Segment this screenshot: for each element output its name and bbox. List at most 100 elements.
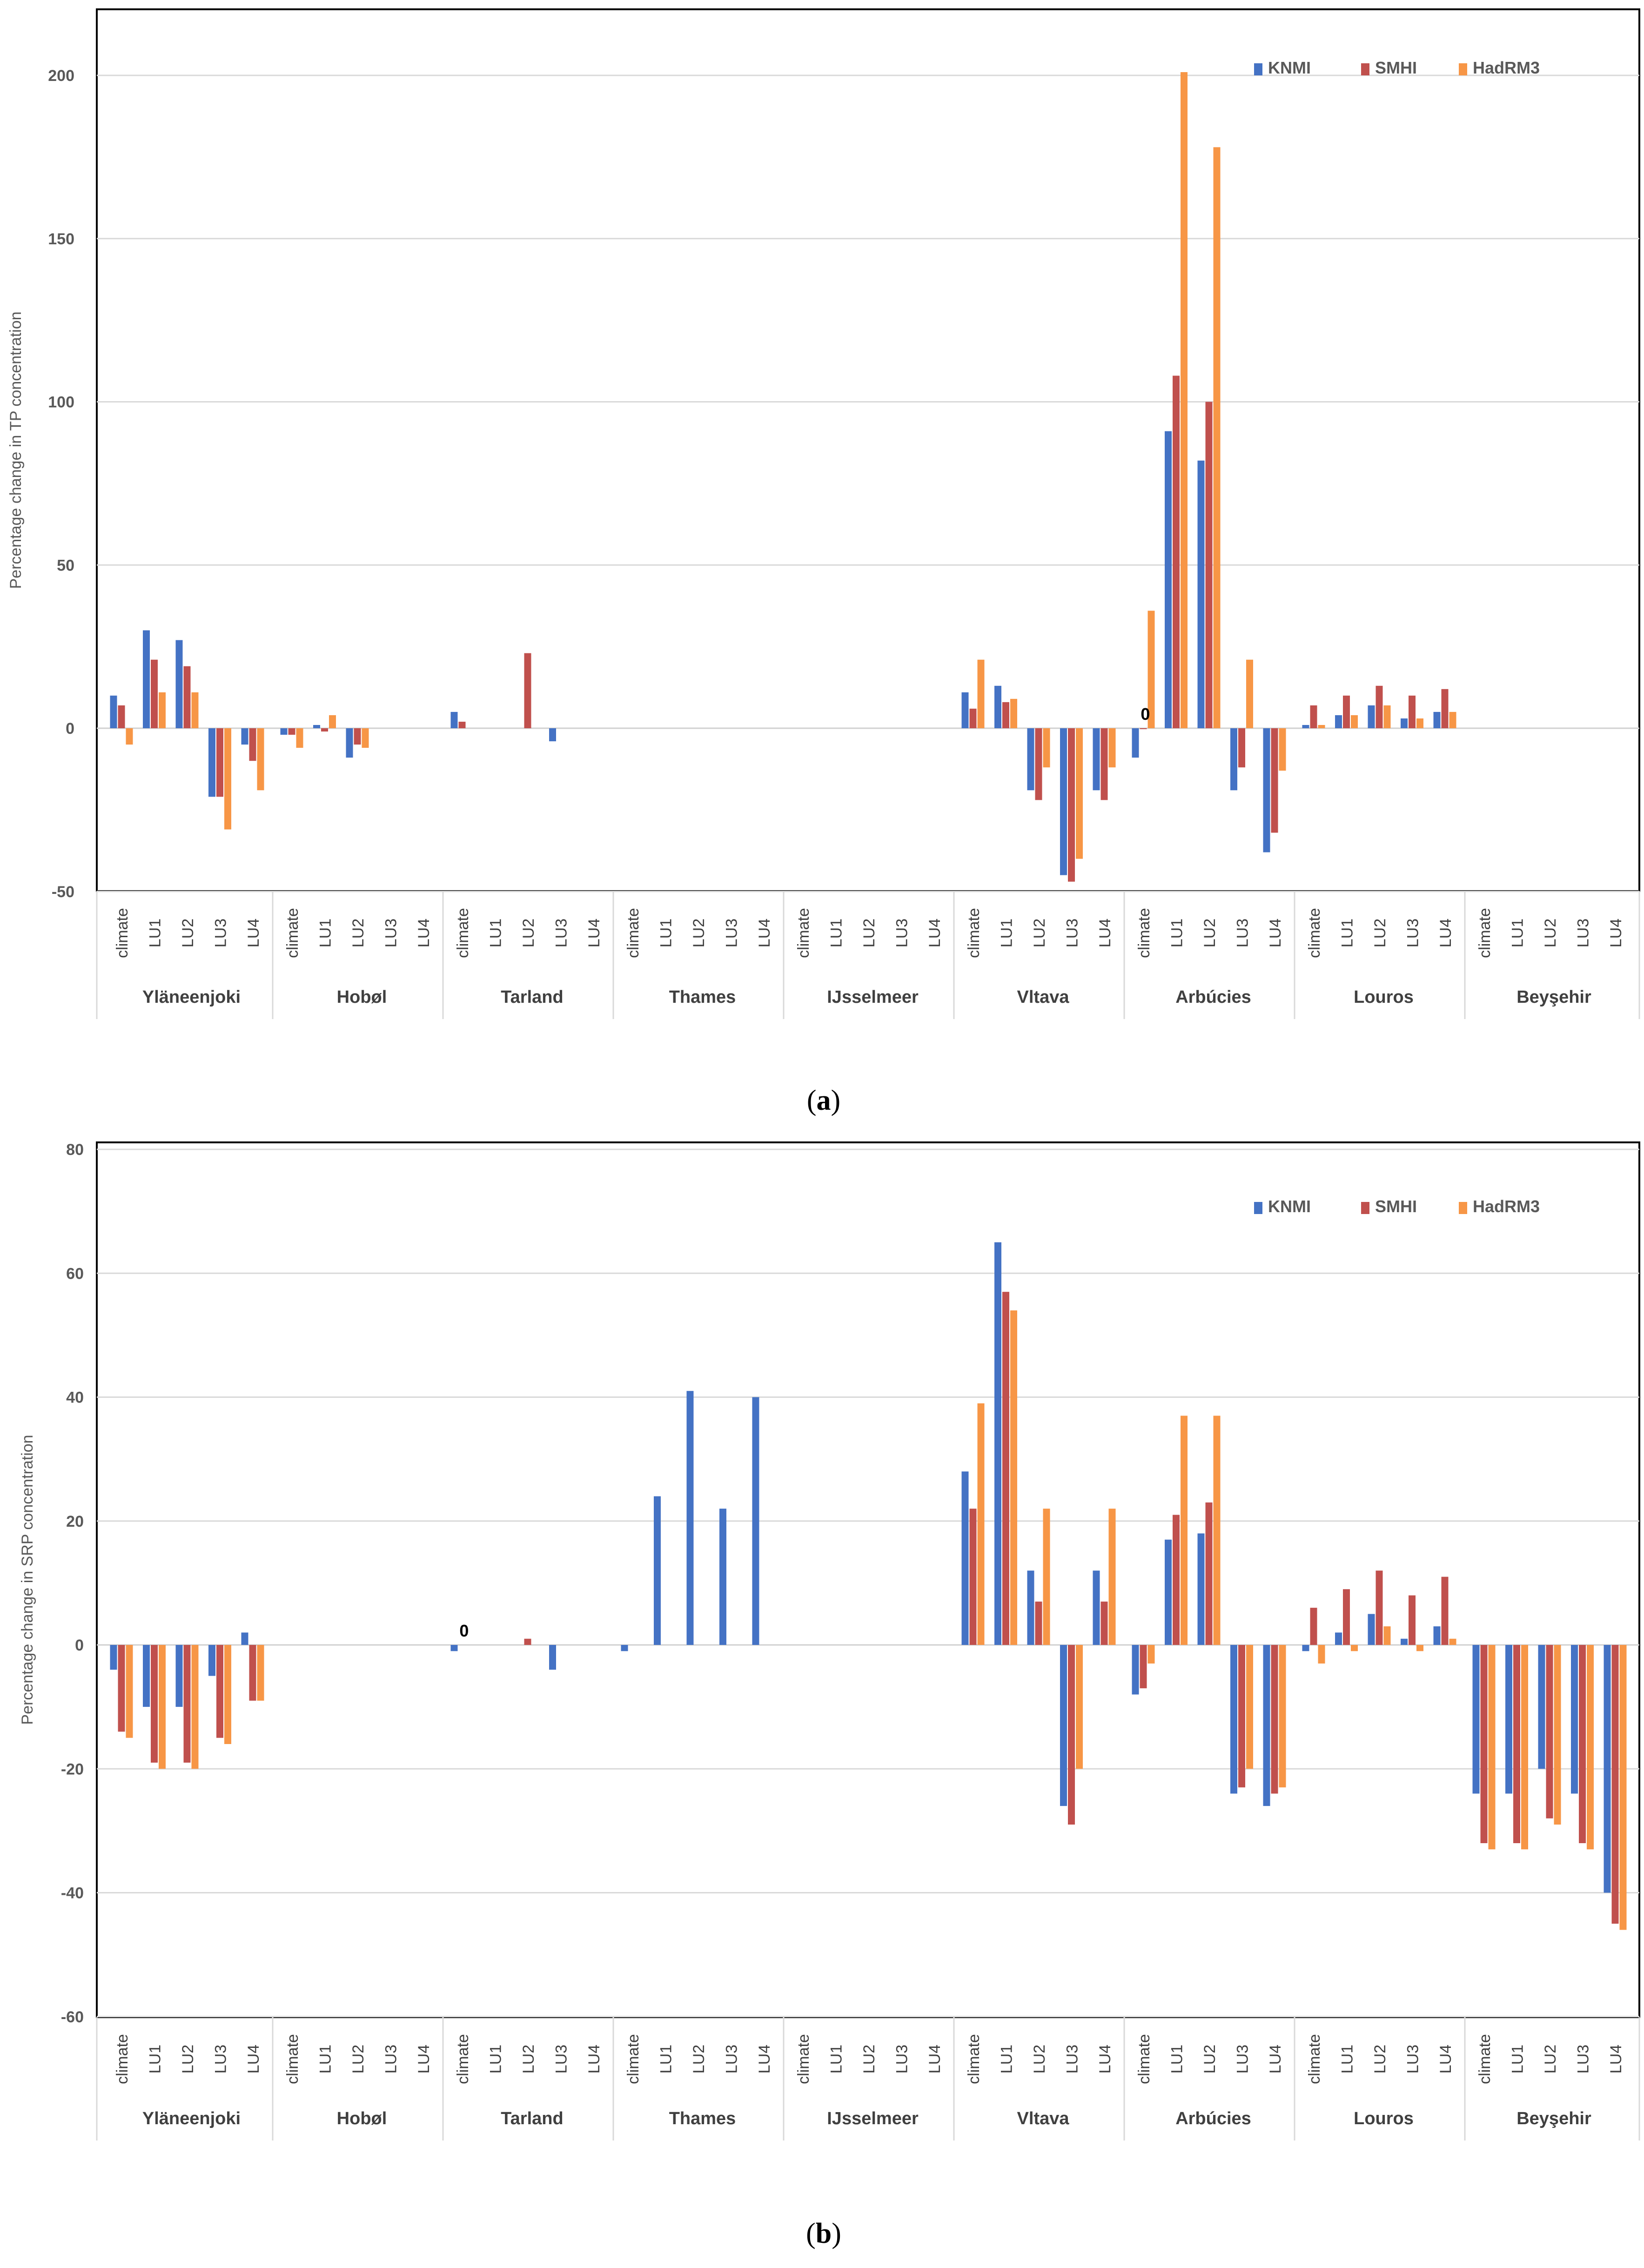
x-tick-label: LU2 xyxy=(1371,2045,1389,2073)
x-tick-label: LU2 xyxy=(520,2045,537,2073)
bar-hadrm3-ylaneenjoki-lu4 xyxy=(257,728,264,791)
bar-knmi-ylaneenjoki-lu1 xyxy=(143,1645,150,1707)
bar-smhi-tarland-lu2 xyxy=(524,1638,531,1645)
bar-smhi-louros-lu4 xyxy=(1441,689,1449,728)
x-tick-label: LU4 xyxy=(415,2045,433,2073)
x-tick-label: climate xyxy=(795,2034,812,2084)
bar-smhi-ylaneenjoki-lu4 xyxy=(249,728,256,761)
x-tick-label: LU3 xyxy=(212,2045,230,2073)
bar-smhi-louros-climate xyxy=(1310,705,1317,728)
caption-open-paren: ( xyxy=(807,1085,817,1116)
x-tick-label: LU2 xyxy=(1201,2045,1219,2073)
bar-knmi-tarland-lu3 xyxy=(549,728,556,742)
x-tick-label: LU1 xyxy=(487,2045,505,2073)
y-tick-label: 0 xyxy=(75,1637,84,1654)
bar-knmi-arbucies-lu1 xyxy=(1165,1539,1172,1645)
bar-smhi-vltava-lu3 xyxy=(1068,1645,1075,1825)
bar-smhi-beysehir-lu2 xyxy=(1546,1645,1553,1818)
x-tick-label: LU2 xyxy=(1542,919,1559,947)
zero-annotation: 0 xyxy=(459,1621,469,1640)
bar-smhi-arbucies-climate xyxy=(1140,728,1147,729)
bar-smhi-ylaneenjoki-lu2 xyxy=(183,1645,191,1763)
bar-smhi-beysehir-lu3 xyxy=(1579,1645,1586,1843)
x-tick-label: climate xyxy=(1476,2034,1494,2084)
bar-hadrm3-hob-l-lu1 xyxy=(329,715,336,728)
bar-knmi-hob-l-lu2 xyxy=(346,728,353,758)
site-label: Thames xyxy=(669,987,736,1007)
bar-smhi-vltava-climate xyxy=(969,1509,977,1645)
x-tick-label: climate xyxy=(1135,2034,1153,2084)
bar-knmi-beysehir-lu1 xyxy=(1505,1645,1512,1794)
bar-hadrm3-hob-l-climate xyxy=(296,728,303,748)
bar-knmi-arbucies-lu4 xyxy=(1263,1645,1270,1806)
bar-knmi-louros-lu3 xyxy=(1401,718,1408,728)
bar-smhi-vltava-lu2 xyxy=(1035,728,1042,800)
bar-knmi-louros-climate xyxy=(1302,725,1309,728)
bar-knmi-beysehir-lu2 xyxy=(1538,1645,1545,1769)
bar-smhi-tarland-climate xyxy=(458,721,466,728)
legend-swatch-smhi xyxy=(1361,63,1369,75)
bar-knmi-louros-lu1 xyxy=(1335,1632,1342,1645)
legend: KNMI SMHI HadRM3 xyxy=(1254,1197,1540,1216)
bar-hadrm3-vltava-lu1 xyxy=(1010,1310,1017,1645)
bar-knmi-arbucies-lu2 xyxy=(1197,460,1205,728)
y-tick-label: 100 xyxy=(48,394,74,411)
x-tick-label: climate xyxy=(114,908,131,958)
x-tick-label: LU2 xyxy=(179,919,197,947)
y-tick-label: 0 xyxy=(66,720,74,738)
x-tick-label: LU1 xyxy=(1339,2045,1356,2073)
bar-knmi-ylaneenjoki-lu4 xyxy=(241,1632,248,1645)
bar-smhi-louros-lu1 xyxy=(1343,695,1350,728)
y-axis-title: Percentage change in TP concentration xyxy=(7,311,25,589)
bar-smhi-louros-lu1 xyxy=(1343,1589,1350,1645)
x-tick-label: LU4 xyxy=(245,919,262,947)
bar-knmi-vltava-lu4 xyxy=(1093,1570,1100,1645)
x-tick-label: LU3 xyxy=(723,919,741,947)
bar-smhi-arbucies-lu2 xyxy=(1205,402,1213,728)
bar-knmi-arbucies-lu3 xyxy=(1230,1645,1237,1794)
x-tick-label: LU4 xyxy=(1096,2045,1114,2073)
bar-smhi-beysehir-lu1 xyxy=(1513,1645,1520,1843)
bar-knmi-vltava-climate xyxy=(961,1471,969,1645)
bar-smhi-vltava-lu4 xyxy=(1100,728,1108,800)
bar-hadrm3-beysehir-climate xyxy=(1488,1645,1496,1850)
bar-hadrm3-beysehir-lu4 xyxy=(1619,1645,1627,1930)
bar-knmi-ylaneenjoki-lu3 xyxy=(208,1645,215,1676)
bar-knmi-thames-climate xyxy=(621,1645,628,1651)
x-tick-label: LU3 xyxy=(893,919,911,947)
bar-smhi-beysehir-climate xyxy=(1480,1645,1488,1843)
site-label: Vltava xyxy=(1017,987,1070,1007)
bar-knmi-vltava-lu2 xyxy=(1027,1570,1034,1645)
bar-smhi-ylaneenjoki-lu1 xyxy=(151,659,158,728)
x-tick-label: climate xyxy=(795,908,812,958)
bar-hadrm3-ylaneenjoki-climate xyxy=(126,728,133,745)
bar-hadrm3-arbucies-lu2 xyxy=(1213,147,1221,729)
bar-hadrm3-hob-l-lu2 xyxy=(362,728,369,748)
bar-knmi-thames-lu4 xyxy=(752,1397,759,1645)
x-tick-label: LU1 xyxy=(828,2045,845,2073)
site-label: Arbúcies xyxy=(1175,987,1251,1007)
bar-smhi-vltava-lu1 xyxy=(1002,702,1009,728)
x-tick-label: LU3 xyxy=(553,2045,570,2073)
caption-open-paren: ( xyxy=(806,2218,816,2249)
bar-smhi-ylaneenjoki-lu4 xyxy=(249,1645,256,1701)
site-label: IJsselmeer xyxy=(827,2109,919,2128)
x-tick-label: climate xyxy=(284,908,302,958)
caption-close-paren: ) xyxy=(832,2218,841,2249)
bar-smhi-vltava-climate xyxy=(969,708,977,728)
caption-letter: a xyxy=(817,1085,831,1116)
x-tick-label: LU1 xyxy=(658,919,675,947)
x-tick-label: LU1 xyxy=(1168,2045,1186,2073)
bar-knmi-ylaneenjoki-lu4 xyxy=(241,728,248,745)
y-tick-label: -40 xyxy=(61,1885,84,1902)
x-tick-label: LU2 xyxy=(1542,2045,1559,2073)
y-tick-label: -60 xyxy=(61,2008,84,2026)
bar-knmi-louros-lu2 xyxy=(1368,705,1375,728)
bar-hadrm3-ylaneenjoki-climate xyxy=(126,1645,133,1738)
caption-letter: b xyxy=(816,2218,832,2249)
x-tick-label: LU3 xyxy=(1064,919,1081,947)
x-tick-label: LU4 xyxy=(1096,919,1114,947)
bar-knmi-vltava-lu1 xyxy=(994,1242,1001,1645)
x-tick-label: LU4 xyxy=(245,2045,262,2073)
bar-smhi-beysehir-lu4 xyxy=(1611,1645,1619,1924)
